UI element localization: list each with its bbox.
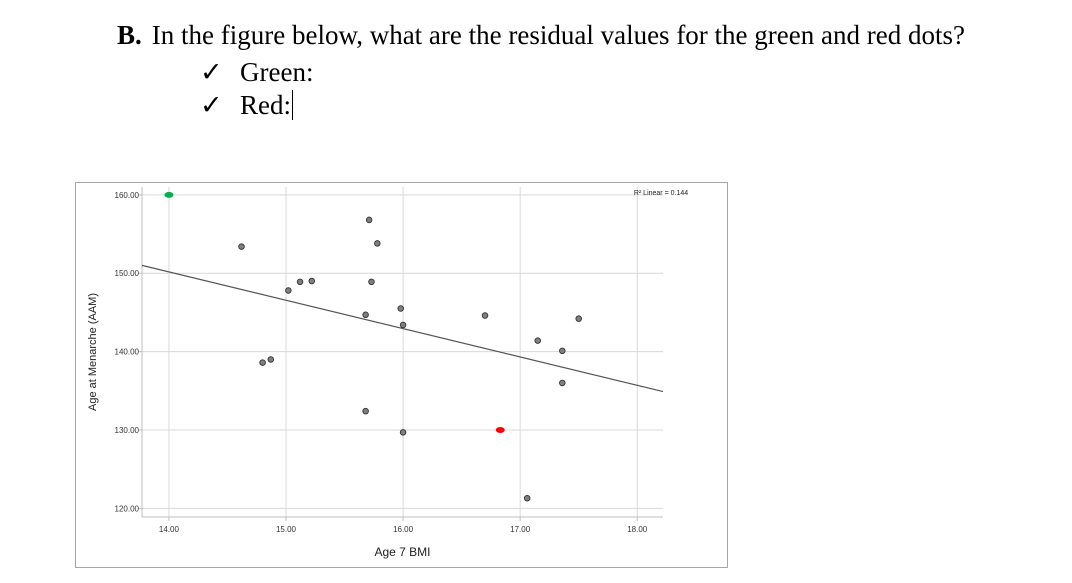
- green-dot: [164, 191, 174, 198]
- check-icon: ✓: [200, 57, 223, 87]
- data-point: [559, 347, 566, 355]
- data-point: [559, 379, 566, 387]
- answer-red-label: Red:: [240, 90, 291, 120]
- y-tick-label: 130.00: [115, 426, 140, 435]
- data-point: [534, 337, 541, 344]
- y-axis-label: Age at Menarche (AAM): [87, 293, 99, 411]
- data-point: [523, 494, 531, 502]
- points-layer: [164, 191, 582, 502]
- data-point: [374, 240, 381, 247]
- fit-line-layer: [141, 264, 664, 393]
- data-point: [308, 277, 316, 285]
- x-tick-label: 15.00: [276, 525, 297, 534]
- x-tick-label: 17.00: [510, 525, 531, 534]
- data-point: [575, 315, 582, 322]
- data-point: [399, 321, 407, 329]
- scatter-chart: 14.00 15.00 16.00 17.00 18.00 120.00 130.00 140…: [87, 187, 688, 559]
- axes: 14.00 15.00 16.00 17.00 18.00 120.00 130.00 140…: [115, 187, 663, 534]
- data-point: [259, 359, 266, 366]
- y-tick-label: 120.00: [115, 504, 140, 513]
- x-axis-label: Age 7 BMI: [374, 545, 430, 559]
- data-point: [365, 216, 373, 224]
- answer-red[interactable]: ✓ Red:: [200, 88, 293, 122]
- x-tick-label: 14.00: [159, 525, 180, 534]
- data-point: [397, 305, 404, 312]
- data-point: [362, 407, 369, 415]
- fit-line: [141, 264, 664, 393]
- data-point: [285, 287, 292, 294]
- chart-frame: 14.00 15.00 16.00 17.00 18.00 120.00 130.00 140…: [75, 182, 728, 568]
- data-point: [368, 278, 375, 286]
- y-tick-label: 160.00: [115, 191, 140, 200]
- data-point: [362, 311, 369, 319]
- data-point: [481, 312, 489, 319]
- grid: [142, 187, 663, 517]
- data-point: [267, 356, 275, 363]
- data-point: [399, 429, 407, 436]
- question-number: B.: [117, 20, 142, 50]
- text-cursor: [292, 90, 293, 120]
- question-text: In the figure below, what are the residu…: [151, 20, 965, 50]
- answer-green[interactable]: ✓ Green:: [200, 55, 313, 89]
- labels-layer: R² Linear = 0.144 Age 7 BMI Age at Menarch…: [87, 190, 688, 559]
- y-tick-label: 150.00: [115, 269, 140, 278]
- x-tick-label: 16.00: [393, 525, 414, 534]
- y-tick-label: 140.00: [115, 348, 140, 357]
- x-tick-label: 18.00: [627, 525, 648, 534]
- answer-green-label: Green:: [240, 57, 314, 87]
- data-point: [238, 243, 245, 250]
- check-icon: ✓: [200, 90, 223, 120]
- r2-label: R² Linear = 0.144: [634, 190, 688, 197]
- data-point: [296, 278, 304, 286]
- red-dot: [495, 426, 505, 433]
- question: B. In the figure below, what are the resi…: [117, 18, 965, 52]
